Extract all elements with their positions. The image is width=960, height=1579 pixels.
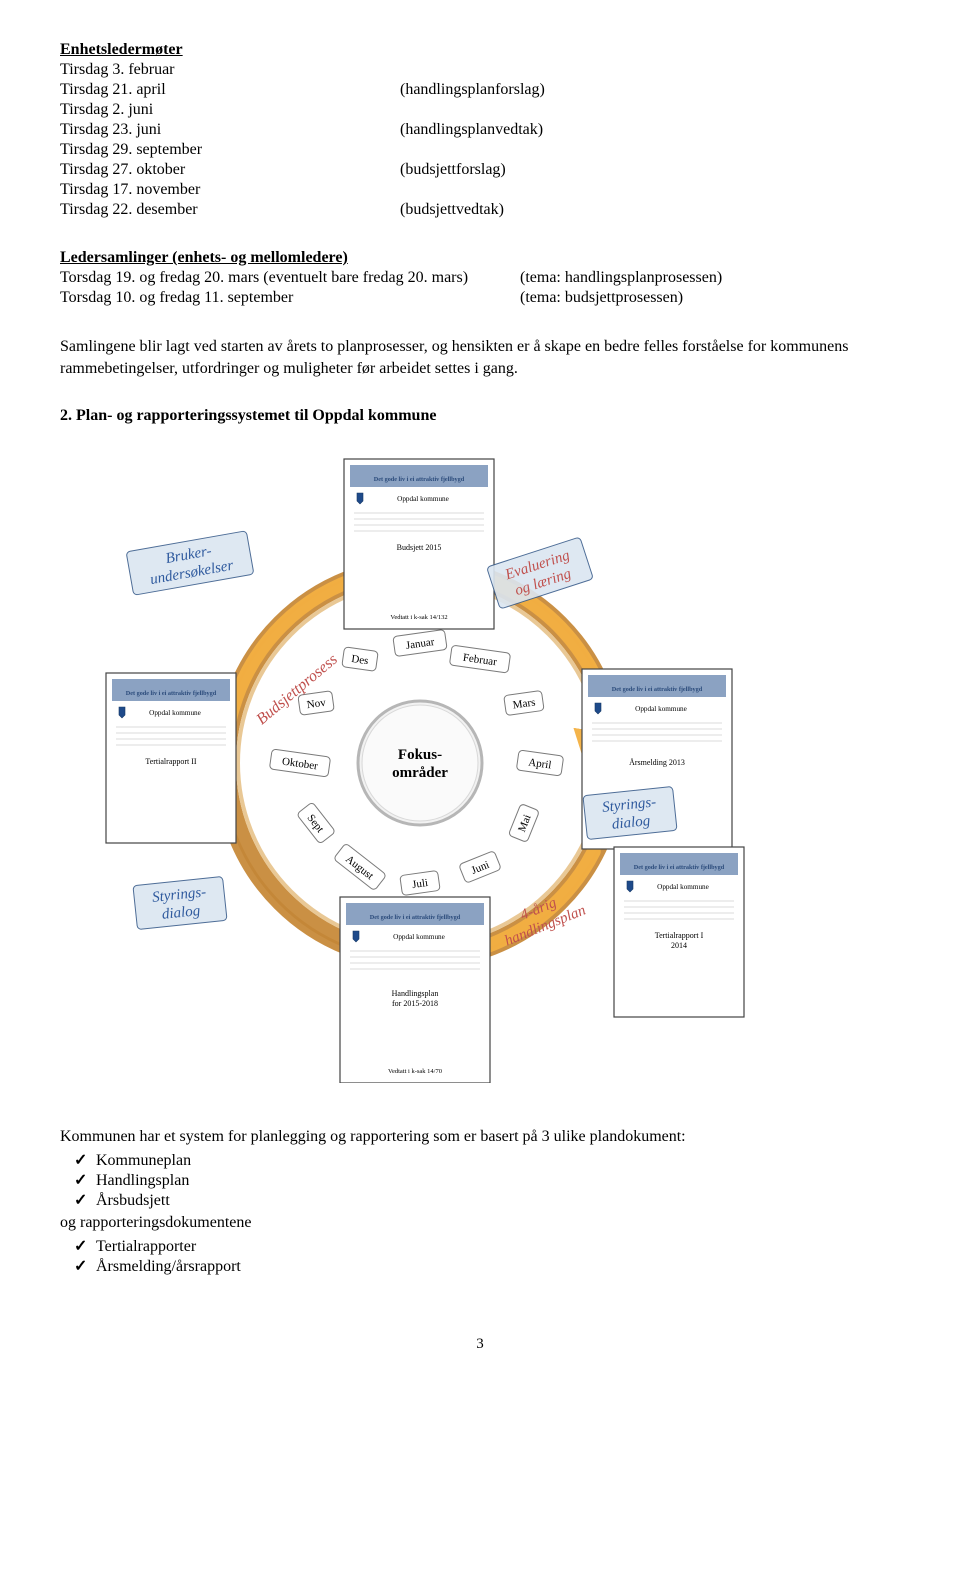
svg-text:Det gode liv i ei attraktiv fj: Det gode liv i ei attraktiv fjellbygd (370, 914, 461, 921)
doc-card: Det gode liv i ei attraktiv fjellbygd Opp… (614, 847, 744, 1017)
doc-card: Det gode liv i ei attraktiv fjellbygd Opp… (106, 673, 236, 843)
meeting-row: Tirsdag 22. desember(budsjettvedtak) (60, 200, 545, 220)
meeting-row: Tirsdag 27. oktober(budsjettforslag) (60, 160, 545, 180)
heading-2: 2. Plan- og rapporteringssystemet til Op… (60, 407, 900, 425)
svg-text:Vedtatt i k-sak 14/132: Vedtatt i k-sak 14/132 (390, 614, 447, 621)
svg-text:Oppdal kommune: Oppdal kommune (397, 495, 449, 503)
svg-text:Det gode liv i ei attraktiv fj: Det gode liv i ei attraktiv fjellbygd (126, 690, 217, 697)
gathering-note: (tema: handlingsplanprosessen) (520, 268, 722, 288)
meeting-note: (handlingsplanforslag) (400, 80, 545, 100)
meetings-table: Enhetsledermøter Tirsdag 3. februarTirsd… (60, 40, 545, 220)
meeting-note (400, 100, 545, 120)
svg-text:Handlingsplanfor 2015-2018: Handlingsplanfor 2015-2018 (392, 989, 439, 1008)
meeting-date: Tirsdag 21. april (60, 80, 400, 100)
report-item: Årsmelding/årsrapport (96, 1256, 900, 1276)
meeting-date: Tirsdag 17. november (60, 180, 400, 200)
gatherings-table: Ledersamlinger (enhets- og mellomledere)… (60, 248, 722, 308)
svg-text:Des: Des (351, 653, 370, 667)
meeting-note (400, 60, 545, 80)
report-item: Tertialrapporter (96, 1236, 900, 1256)
meeting-note (400, 140, 545, 160)
doc-card: Det gode liv i ei attraktiv fjellbygd Opp… (340, 897, 490, 1083)
doc-card: Det gode liv i ei attraktiv fjellbygd Opp… (344, 459, 494, 629)
meeting-note: (budsjettforslag) (400, 160, 545, 180)
meeting-note: (budsjettvedtak) (400, 200, 545, 220)
plan-item: Årsbudsjett (96, 1190, 900, 1210)
svg-text:Oppdal kommune: Oppdal kommune (635, 705, 687, 713)
plan-item: Kommuneplan (96, 1150, 900, 1170)
svg-text:Oppdal kommune: Oppdal kommune (393, 933, 445, 941)
section2-title: Ledersamlinger (enhets- og mellomledere) (60, 249, 348, 266)
page-number: 3 (60, 1336, 900, 1353)
svg-text:Tertialrapport II: Tertialrapport II (145, 757, 197, 766)
gathering-date: Torsdag 19. og fredag 20. mars (eventuel… (60, 268, 520, 288)
bottom-section: Kommunen har et system for planlegging o… (60, 1128, 900, 1276)
gathering-note: (tema: budsjettprosessen) (520, 288, 722, 308)
meeting-date: Tirsdag 27. oktober (60, 160, 400, 180)
annual-cycle-diagram: Fokus-områderJanuarFebruarMarsAprilMaiJu… (70, 443, 770, 1088)
meeting-row: Tirsdag 23. juni(handlingsplanvedtak) (60, 120, 545, 140)
meeting-date: Tirsdag 23. juni (60, 120, 400, 140)
svg-text:Det gode liv i ei attraktiv fj: Det gode liv i ei attraktiv fjellbygd (374, 476, 465, 483)
meeting-date: Tirsdag 2. juni (60, 100, 400, 120)
meeting-date: Tirsdag 3. februar (60, 60, 400, 80)
svg-text:Oppdal kommune: Oppdal kommune (657, 883, 709, 891)
gathering-date: Torsdag 10. og fredag 11. september (60, 288, 520, 308)
meeting-date: Tirsdag 22. desember (60, 200, 400, 220)
plan-doc-list: KommuneplanHandlingsplanÅrsbudsjett (60, 1150, 900, 1210)
gathering-row: Torsdag 19. og fredag 20. mars (eventuel… (60, 268, 722, 288)
paragraph: Samlingene blir lagt ved starten av året… (60, 336, 900, 379)
gathering-row: Torsdag 10. og fredag 11. september(tema… (60, 288, 722, 308)
meeting-note: (handlingsplanvedtak) (400, 120, 545, 140)
report-doc-list: TertialrapporterÅrsmelding/årsrapport (60, 1236, 900, 1276)
svg-text:Årsmelding 2013: Årsmelding 2013 (629, 758, 685, 767)
svg-text:Det gode liv i ei attraktiv fj: Det gode liv i ei attraktiv fjellbygd (612, 686, 703, 693)
svg-text:Oppdal kommune: Oppdal kommune (149, 709, 201, 717)
bottom-intro: Kommunen har et system for planlegging o… (60, 1128, 900, 1146)
svg-text:Juli: Juli (411, 877, 428, 891)
cycle-svg: Fokus-områderJanuarFebruarMarsAprilMaiJu… (70, 443, 770, 1083)
meeting-row: Tirsdag 2. juni (60, 100, 545, 120)
meeting-row: Tirsdag 29. september (60, 140, 545, 160)
meeting-row: Tirsdag 17. november (60, 180, 545, 200)
svg-text:Vedtatt i k-sak 14/70: Vedtatt i k-sak 14/70 (388, 1068, 442, 1075)
meeting-row: Tirsdag 21. april(handlingsplanforslag) (60, 80, 545, 100)
meeting-date: Tirsdag 29. september (60, 140, 400, 160)
meeting-note (400, 180, 545, 200)
section1-title: Enhetsledermøter (60, 41, 183, 58)
plan-item: Handlingsplan (96, 1170, 900, 1190)
bottom-mid: og rapporteringsdokumentene (60, 1214, 900, 1232)
svg-text:Det gode liv i ei attraktiv fj: Det gode liv i ei attraktiv fjellbygd (634, 864, 725, 871)
svg-text:Budsjett 2015: Budsjett 2015 (397, 543, 442, 552)
meeting-row: Tirsdag 3. februar (60, 60, 545, 80)
